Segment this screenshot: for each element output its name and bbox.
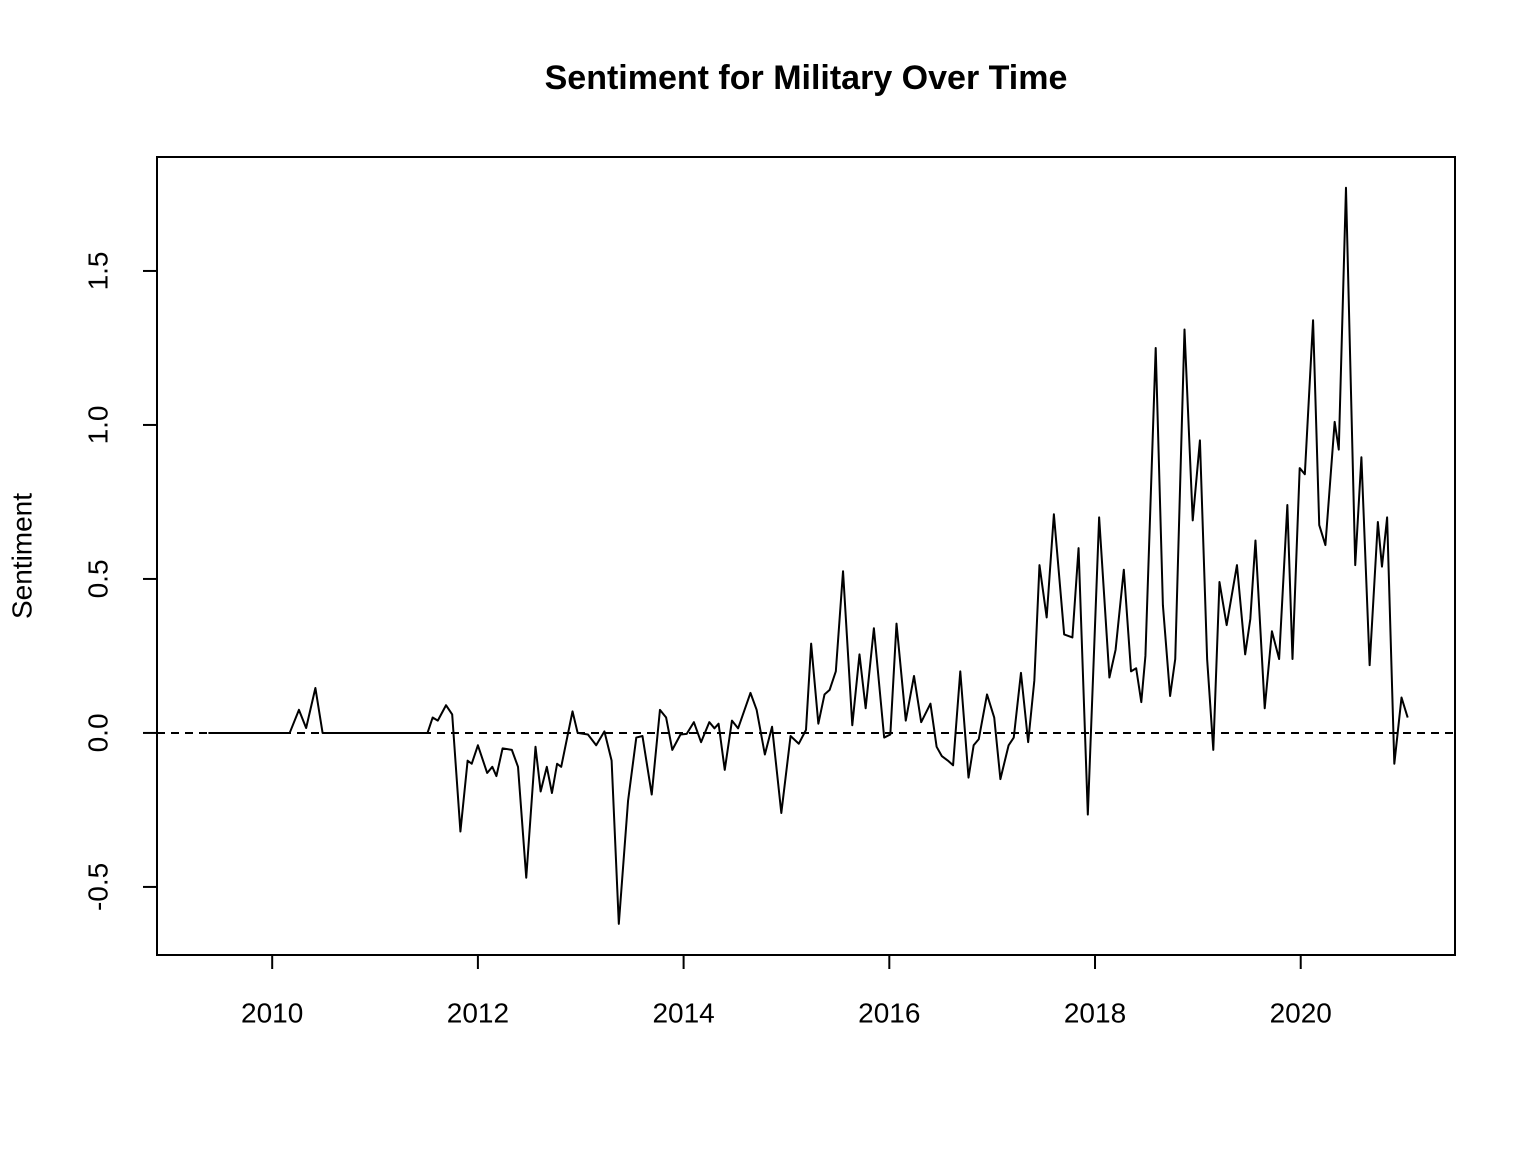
- y-tick-label: 1.0: [82, 405, 113, 444]
- series-line: [208, 186, 1409, 925]
- chart-title: Sentiment for Military Over Time: [545, 59, 1068, 97]
- plot-frame: [156, 156, 1456, 956]
- x-tick-label: 2020: [1270, 997, 1332, 1028]
- x-tick-label: 2018: [1064, 997, 1126, 1028]
- y-axis-label: Sentiment: [6, 493, 37, 619]
- x-tick-label: 2014: [652, 997, 714, 1028]
- y-tick-label: 0.5: [82, 559, 113, 598]
- x-tick-label: 2016: [858, 997, 920, 1028]
- y-tick-label: 1.5: [82, 251, 113, 290]
- x-tick-label: 2010: [241, 997, 303, 1028]
- y-tick-label: -0.5: [82, 863, 113, 911]
- x-tick-label: 2012: [447, 997, 509, 1028]
- y-tick-label: 0.0: [82, 713, 113, 752]
